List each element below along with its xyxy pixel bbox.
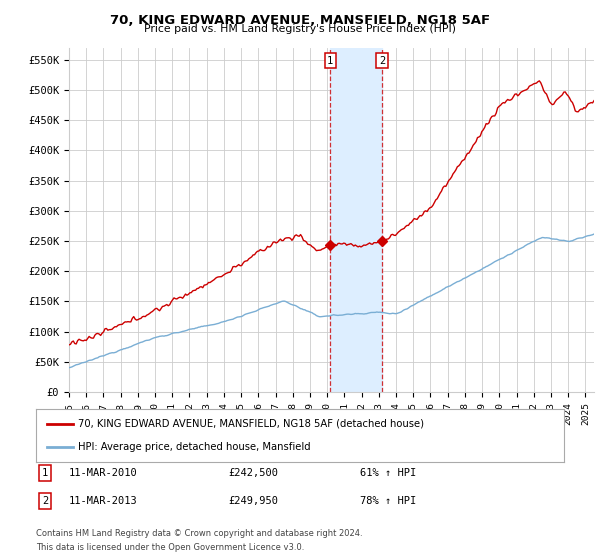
Text: 70, KING EDWARD AVENUE, MANSFIELD, NG18 5AF: 70, KING EDWARD AVENUE, MANSFIELD, NG18 …: [110, 14, 490, 27]
Text: 11-MAR-2013: 11-MAR-2013: [69, 496, 138, 506]
Text: 1: 1: [42, 468, 48, 478]
Text: £249,950: £249,950: [228, 496, 278, 506]
Text: 2: 2: [379, 56, 385, 66]
Text: 11-MAR-2010: 11-MAR-2010: [69, 468, 138, 478]
Text: HPI: Average price, detached house, Mansfield: HPI: Average price, detached house, Mans…: [78, 442, 311, 452]
Text: Contains HM Land Registry data © Crown copyright and database right 2024.: Contains HM Land Registry data © Crown c…: [36, 529, 362, 538]
Text: 61% ↑ HPI: 61% ↑ HPI: [360, 468, 416, 478]
Text: This data is licensed under the Open Government Licence v3.0.: This data is licensed under the Open Gov…: [36, 543, 304, 552]
Text: 2: 2: [42, 496, 48, 506]
Bar: [330, 48, 382, 392]
Text: 70, KING EDWARD AVENUE, MANSFIELD, NG18 5AF (detached house): 70, KING EDWARD AVENUE, MANSFIELD, NG18 …: [78, 419, 424, 429]
Text: £242,500: £242,500: [228, 468, 278, 478]
Text: 78% ↑ HPI: 78% ↑ HPI: [360, 496, 416, 506]
Text: Price paid vs. HM Land Registry's House Price Index (HPI): Price paid vs. HM Land Registry's House …: [144, 24, 456, 34]
Text: 1: 1: [327, 56, 334, 66]
